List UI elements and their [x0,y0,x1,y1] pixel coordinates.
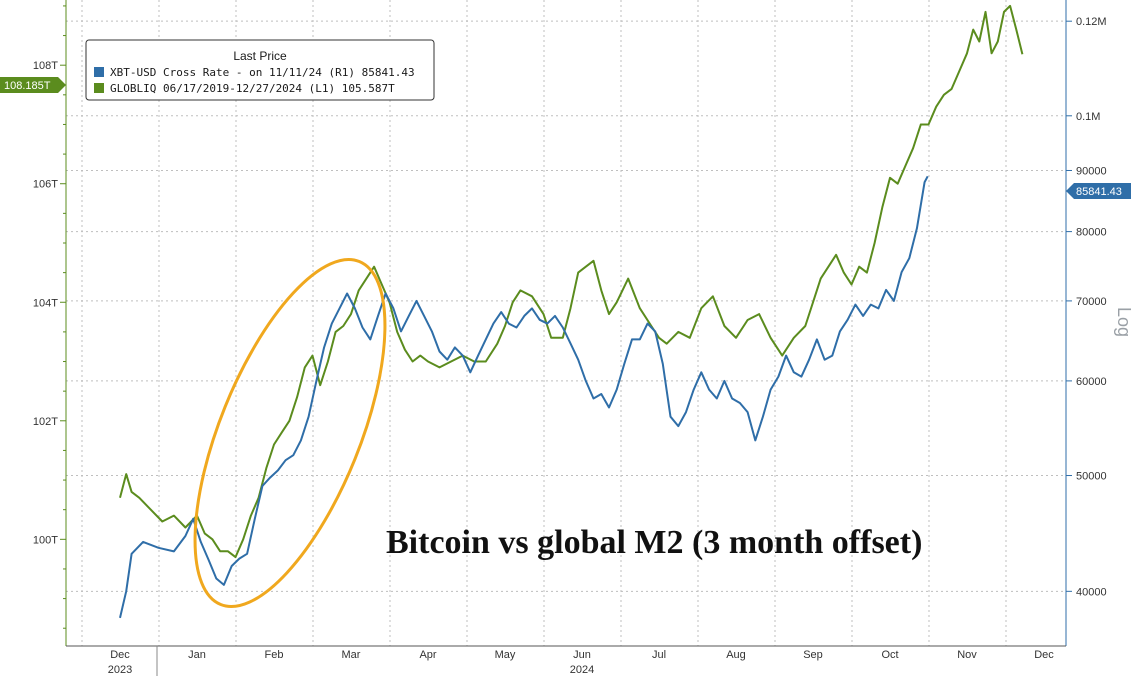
legend-swatch-globliq [94,83,104,93]
legend-entry-globliq: GLOBLIQ 06/17/2019-12/27/2024 (L1) 105.5… [110,82,395,95]
right-tick-label: 70000 [1076,296,1107,308]
right-tick-label: 90000 [1076,165,1107,177]
month-label: Aug [726,649,746,661]
left-tick-label: 100T [33,534,58,546]
month-label: Apr [419,649,436,661]
year-label: 2024 [570,664,594,676]
month-label: Mar [342,649,361,661]
right-tick-label: 40000 [1076,586,1107,598]
right-axis-scale-label: Log [1114,307,1131,337]
right-last-value-tag-shape [1066,183,1131,199]
legend-swatch-xbt [94,67,104,77]
month-label: Dec [1034,649,1054,661]
month-label: Jan [188,649,206,661]
left-last-value-tag: 108.185T [0,77,66,93]
series-line-xbt-usd [119,175,929,619]
right-tick-label: 50000 [1076,471,1107,483]
month-label: Sep [803,649,823,661]
x-axis-month-labels: Dec Jan Feb Mar Apr May Jun Jul Aug Sep Oct Nov Dec [110,649,1054,661]
left-tick-label: 102T [33,416,58,428]
right-tick-label: 0.1M [1076,111,1100,123]
highlight-ellipse [193,257,387,609]
legend-entry-xbt: XBT-USD Cross Rate - on 11/11/24 (R1) 85… [110,66,415,79]
month-label: Feb [265,649,284,661]
legend-title: Last Price [233,49,287,63]
left-tick-label: 106T [33,179,58,191]
legend: Last Price XBT-USD Cross Rate - on 11/11… [85,39,435,101]
legend-box [85,39,435,101]
month-label: Nov [957,649,977,661]
right-last-value-tag: 85841.43 [1066,183,1131,199]
month-label: Jul [652,649,666,661]
right-tick-label: 80000 [1076,227,1107,239]
month-label: Jun [573,649,591,661]
month-label: May [495,649,516,661]
right-tick-label: 0.12M [1076,16,1107,28]
x-axis-year-labels: 2023 2024 [108,664,594,676]
chart-annotation: Bitcoin vs global M2 (3 month offset) [386,524,922,561]
right-tick-label: 60000 [1076,376,1107,388]
series-line-globliq [119,4,1024,559]
left-tick-label: 108T [33,60,58,72]
left-axis-ticks: 100T 102T 104T 106T 108T [33,5,66,629]
left-last-value-text: 108.185T [4,80,51,92]
right-last-value-text: 85841.43 [1076,186,1122,198]
left-last-value-tag-shape [0,77,66,93]
right-axis-ticks: 40000 50000 60000 70000 80000 90000 0.1M 0.12M [1066,16,1107,598]
left-tick-label: 104T [33,297,58,309]
horizontal-gridlines [66,20,1066,592]
month-label: Oct [881,649,898,661]
year-label: 2023 [108,664,132,676]
month-label: Dec [110,649,130,661]
